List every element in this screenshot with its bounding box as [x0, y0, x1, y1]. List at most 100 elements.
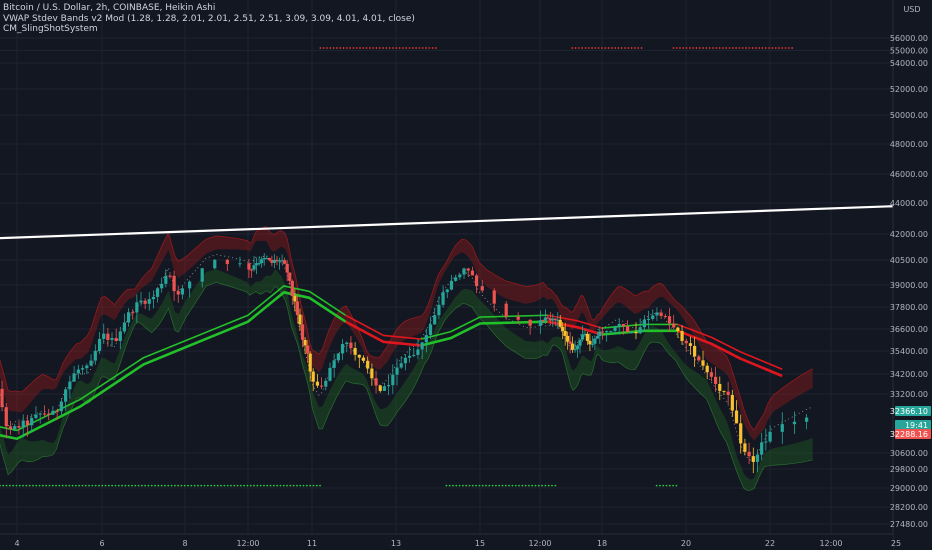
candle-body	[176, 291, 180, 295]
slingshot-dot	[236, 484, 239, 487]
slingshot-dot	[336, 47, 338, 49]
candle-body	[590, 343, 594, 345]
slingshot-dot	[712, 47, 714, 49]
slingshot-dot	[256, 484, 259, 487]
slingshot-dot	[594, 47, 597, 49]
candle-body	[504, 303, 508, 317]
slingshot-dot	[369, 47, 371, 49]
slingshot-dot	[187, 484, 189, 487]
candle-body	[320, 385, 324, 387]
candle-body	[768, 431, 772, 442]
candle-body	[306, 345, 310, 354]
slingshot-dot	[728, 47, 731, 49]
candle-body	[573, 349, 577, 351]
x-tick-label: 12:00	[819, 539, 842, 548]
candle-body	[747, 451, 751, 457]
slingshot-dot	[150, 484, 153, 487]
slingshot-dot	[597, 47, 600, 49]
candle-body	[638, 327, 642, 334]
candle-body	[51, 410, 55, 415]
slingshot-dot	[312, 484, 315, 487]
candle-body	[416, 349, 420, 355]
slingshot-dot	[672, 484, 674, 487]
candle-body	[285, 263, 289, 273]
slingshot-dot	[25, 484, 28, 487]
candle-body	[676, 327, 680, 332]
slingshot-dot	[679, 47, 681, 49]
slingshot-dot	[607, 47, 610, 49]
slingshot-dot	[771, 47, 774, 49]
slingshot-dot	[378, 47, 381, 49]
slingshot-dot	[485, 484, 487, 487]
slingshot-dot	[315, 484, 318, 487]
candle-body	[492, 290, 496, 304]
candle-body	[613, 326, 617, 331]
price-badge-label: 19:41	[905, 421, 928, 430]
candle-body	[566, 335, 570, 342]
candle-body	[755, 454, 760, 462]
slingshot-dot	[203, 484, 206, 487]
slingshot-dot	[326, 47, 328, 49]
slingshot-dot	[521, 484, 524, 487]
candle-body	[751, 456, 755, 462]
candle-body	[139, 300, 143, 303]
candle-body	[275, 259, 279, 262]
slingshot-dot	[68, 484, 71, 487]
trend-line[interactable]	[0, 205, 897, 240]
candle-body	[578, 339, 582, 346]
candle-body	[118, 331, 122, 341]
candle-body	[102, 333, 106, 339]
candle-body	[722, 390, 726, 392]
candle-body	[792, 421, 797, 425]
candle-body	[332, 360, 336, 368]
price-axis[interactable]	[893, 0, 932, 550]
candle-body	[370, 368, 374, 379]
slingshot-dot	[537, 484, 540, 487]
slingshot-dot	[210, 484, 213, 487]
indicator-slingshot[interactable]: CM_SlingShotSystem	[3, 24, 98, 34]
candle-body	[378, 385, 382, 391]
x-tick-label: 22	[765, 539, 775, 548]
slingshot-dot	[541, 484, 543, 487]
ema-slow-line	[345, 314, 422, 340]
indicator-vwap-bands[interactable]: VWAP Stdev Bands v2 Mod (1.28, 1.28, 2.0…	[3, 13, 415, 24]
slingshot-dot	[705, 47, 708, 49]
slingshot-dot	[61, 484, 64, 487]
slingshot-dot	[745, 47, 747, 49]
candle-body	[680, 331, 684, 341]
slingshot-dot	[319, 484, 321, 487]
candle-body	[475, 275, 479, 287]
candle-body	[600, 331, 605, 333]
candle-body	[805, 417, 809, 422]
y-tick-label: 46000.00	[890, 170, 928, 179]
candle-body	[270, 260, 274, 263]
candle-body	[25, 420, 30, 426]
symbol-title[interactable]: Bitcoin / U.S. Dollar, 2h, COINBASE, Hei…	[3, 3, 216, 13]
slingshot-dot	[286, 484, 288, 487]
slingshot-dot	[216, 484, 219, 487]
slingshot-dot	[107, 484, 110, 487]
candle-body	[114, 338, 118, 341]
slingshot-dot	[431, 47, 434, 49]
vwap-lower-line	[0, 281, 813, 491]
slingshot-dot	[392, 47, 394, 49]
candle-body	[357, 354, 361, 358]
candle-body	[470, 270, 475, 276]
candle-body	[433, 315, 437, 325]
candle-body	[561, 326, 565, 332]
slingshot-dot	[702, 47, 704, 49]
candle-body	[713, 376, 718, 384]
candle-body	[238, 263, 242, 265]
slingshot-dot	[243, 484, 246, 487]
candle-body	[575, 345, 580, 350]
candle-body	[730, 395, 734, 411]
time-axis[interactable]	[0, 534, 893, 550]
slingshot-dot	[48, 484, 51, 487]
candle-body	[543, 317, 547, 321]
candle-body	[651, 315, 655, 319]
candle-body	[697, 356, 701, 361]
slingshot-dot	[190, 484, 193, 487]
slingshot-dot	[319, 47, 322, 49]
